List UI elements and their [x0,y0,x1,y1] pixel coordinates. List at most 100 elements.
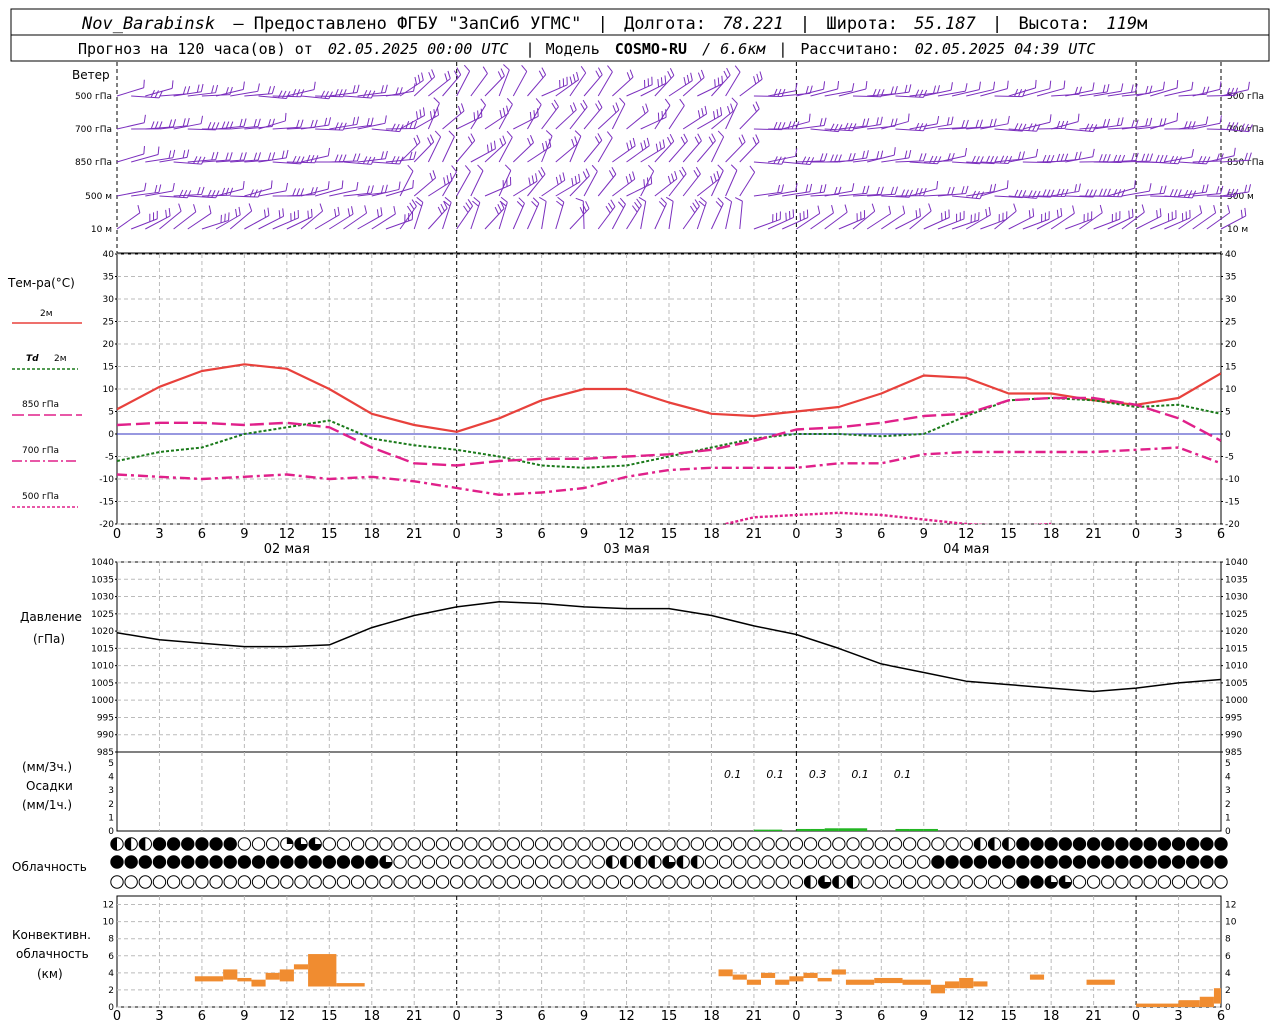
wind-barb-feather [500,68,505,77]
lon-value: 78.221 [722,14,783,34]
cloud-circle [605,837,620,851]
cloud-circle [761,855,775,869]
cloud-cover-symbol [449,855,464,869]
cloud-cover-symbol [775,855,789,869]
cloud-cover-symbol [959,837,973,851]
wind-barb-feather [243,152,247,161]
wind-barb-shaft [612,145,636,163]
wind-barb-shaft [852,95,882,98]
temp-ytick-left: -15 [99,498,114,508]
wind-barb-feather [477,164,484,172]
wind-barb-shaft [682,113,707,130]
wind-barb-shaft [782,121,810,130]
cloud-cover-symbol [166,875,181,889]
cloud-circle [563,875,577,889]
wind-barb-shaft [159,210,182,230]
pressure-ytick-left: 1040 [91,558,114,568]
cloud-cover-symbol [690,875,705,889]
wind-barb-feather [1248,124,1253,132]
wind-barb [1079,118,1111,130]
wind-barb [1150,155,1182,165]
wind-barb [300,181,330,197]
wind-barb-shaft [187,128,216,131]
cloud-fill [662,855,676,869]
wind-barb-feather [805,156,811,165]
wind-barb-shaft [159,156,188,163]
x-tick-label: 6 [537,527,545,542]
cloud-cover-symbol [761,837,775,851]
wind-barb-shaft [1107,187,1135,197]
wind-barb-feather [451,165,457,173]
cloud-circle [577,837,591,851]
cloud-fill [124,855,138,869]
wind-barb [1206,147,1236,163]
wind-barb-shaft [300,155,329,163]
wind-barb-feather [741,134,746,143]
wind-barb-feather [1064,188,1069,197]
cloud-fill [804,875,811,889]
wind-barb-shaft [428,207,448,230]
cloud-circle [435,837,450,851]
cloud-cover-symbol [917,855,931,869]
wind-barb-shaft [654,140,675,163]
cloud-cover-symbol [1058,837,1073,851]
cloud-fill [1059,837,1072,851]
wind-barb [654,68,675,97]
pressure-ytick-left: 1000 [91,696,114,706]
wind-barb-feather [208,205,212,214]
cloud-cover-symbol [464,855,478,869]
cloud-circle [421,837,436,851]
cloud-fill [634,855,641,869]
wind-barb-shaft [1079,212,1103,230]
wind-barb [357,184,388,197]
wind-barb-feather [569,76,573,85]
wind-barb-feather [597,67,603,75]
cloud-circle [775,855,789,869]
wind-barb-feather [347,208,351,217]
pressure-ytick-left: 1025 [91,610,114,620]
wind-barb-shaft [923,217,950,230]
pressure-line [116,600,1222,693]
wind-barb [725,164,738,197]
wind-barb-shaft [895,128,924,132]
temp-ytick-left: 40 [103,250,115,260]
wind-barb-feather [411,199,417,207]
wind-barb-shaft [895,160,924,163]
wind-barb-shaft [1065,156,1093,163]
wind-barb-shaft [357,122,386,130]
wind-barb-feather [1102,188,1107,197]
wind-barb-shaft [937,127,966,130]
wind-barb [768,121,800,130]
wind-barb [1178,116,1209,130]
wind-barb-shaft [1192,88,1221,97]
cloud-circle [888,875,903,889]
wind-barb-shaft [569,208,590,230]
wind-barb-feather [447,70,451,79]
wind-barb-feather [837,80,840,90]
wind-barb-feather [429,134,435,143]
wind-barb-shaft [1164,217,1191,230]
cloud-circle [1086,875,1101,889]
wind-barb [640,164,655,197]
wind-barb [923,116,954,130]
wind-barb-feather [866,118,870,127]
cloud-cover-symbol [945,855,959,869]
wind-barb-feather [777,121,782,130]
wind-barb-feather [667,136,672,145]
wind-barb-shaft [1178,191,1207,197]
wind-barb [1093,83,1124,97]
cloud-cover-symbol [860,855,874,869]
wind-barb-feather [215,190,220,198]
wind-barb-feather [1159,208,1162,217]
wind-barb [852,186,884,197]
wind-barb-feather [434,130,441,138]
wind-barb-feather [307,210,309,219]
wind-barb-shaft [611,103,626,130]
wind-barb-shaft [498,104,513,130]
cloud-fill [818,875,831,889]
wind-barb-shaft [597,137,613,163]
wind-barb-shaft [484,142,507,163]
wind-barb-feather [823,117,827,126]
wind-barb-feather [695,166,701,175]
